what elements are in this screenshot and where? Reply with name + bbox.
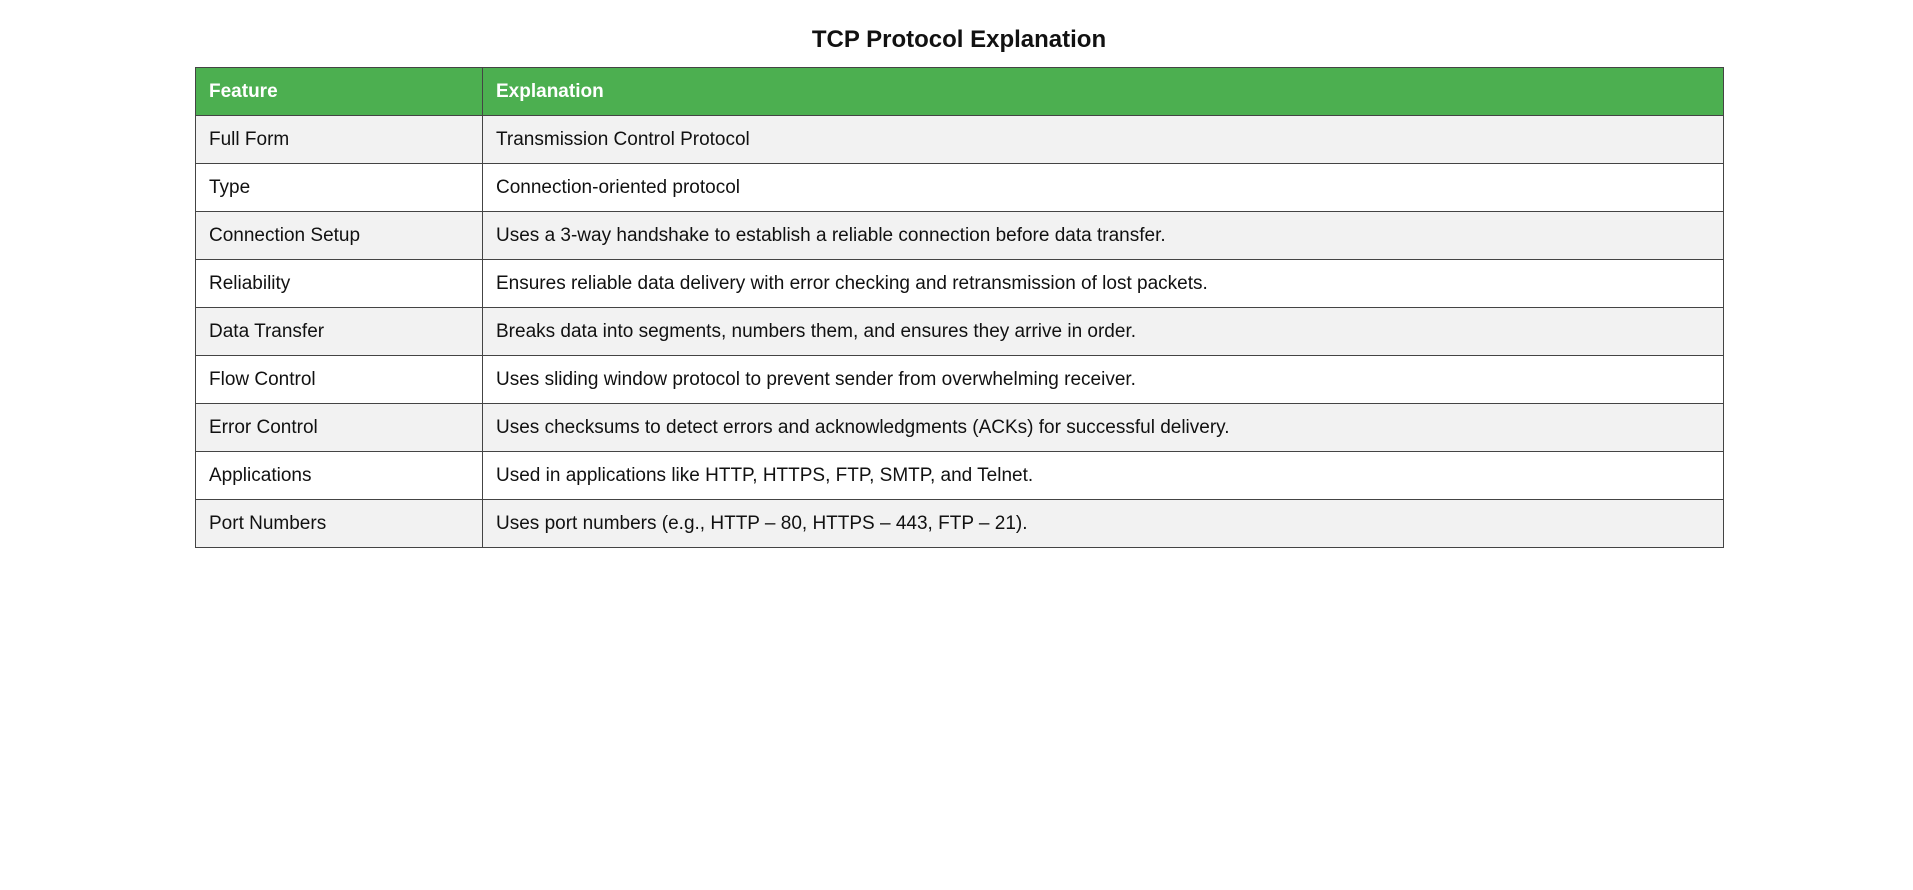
table-row: Type Connection-oriented protocol bbox=[195, 163, 1724, 212]
explanation-cell: Connection-oriented protocol bbox=[482, 163, 1724, 212]
feature-cell: Full Form bbox=[195, 115, 483, 164]
feature-cell: Flow Control bbox=[195, 355, 483, 404]
table-row: Applications Used in applications like H… bbox=[195, 451, 1724, 500]
explanation-cell: Uses sliding window protocol to prevent … bbox=[482, 355, 1724, 404]
explanation-cell: Used in applications like HTTP, HTTPS, F… bbox=[482, 451, 1724, 500]
table-header-row: Feature Explanation bbox=[195, 67, 1724, 116]
feature-cell: Error Control bbox=[195, 403, 483, 452]
table-row: Data Transfer Breaks data into segments,… bbox=[195, 307, 1724, 356]
feature-cell: Port Numbers bbox=[195, 499, 483, 548]
tcp-explanation-table: Feature Explanation Full Form Transmissi… bbox=[195, 67, 1724, 548]
table-row: Full Form Transmission Control Protocol bbox=[195, 115, 1724, 164]
explanation-cell: Breaks data into segments, numbers them,… bbox=[482, 307, 1724, 356]
table-row: Port Numbers Uses port numbers (e.g., HT… bbox=[195, 499, 1724, 548]
explanation-cell: Uses checksums to detect errors and ackn… bbox=[482, 403, 1724, 452]
feature-cell: Data Transfer bbox=[195, 307, 483, 356]
table-row: Flow Control Uses sliding window protoco… bbox=[195, 355, 1724, 404]
explanation-cell: Transmission Control Protocol bbox=[482, 115, 1724, 164]
column-header-explanation: Explanation bbox=[482, 67, 1724, 116]
table-row: Error Control Uses checksums to detect e… bbox=[195, 403, 1724, 452]
page-title: TCP Protocol Explanation bbox=[811, 26, 1107, 53]
table-row: Reliability Ensures reliable data delive… bbox=[195, 259, 1724, 308]
explanation-cell: Uses a 3-way handshake to establish a re… bbox=[482, 211, 1724, 260]
explanation-cell: Uses port numbers (e.g., HTTP – 80, HTTP… bbox=[482, 499, 1724, 548]
feature-cell: Applications bbox=[195, 451, 483, 500]
feature-cell: Reliability bbox=[195, 259, 483, 308]
table-row: Connection Setup Uses a 3-way handshake … bbox=[195, 211, 1724, 260]
table-header: Feature Explanation bbox=[195, 67, 1724, 116]
feature-cell: Connection Setup bbox=[195, 211, 483, 260]
explanation-cell: Ensures reliable data delivery with erro… bbox=[482, 259, 1724, 308]
column-header-feature: Feature bbox=[195, 67, 483, 116]
table-body: Full Form Transmission Control Protocol … bbox=[195, 115, 1724, 548]
feature-cell: Type bbox=[195, 163, 483, 212]
